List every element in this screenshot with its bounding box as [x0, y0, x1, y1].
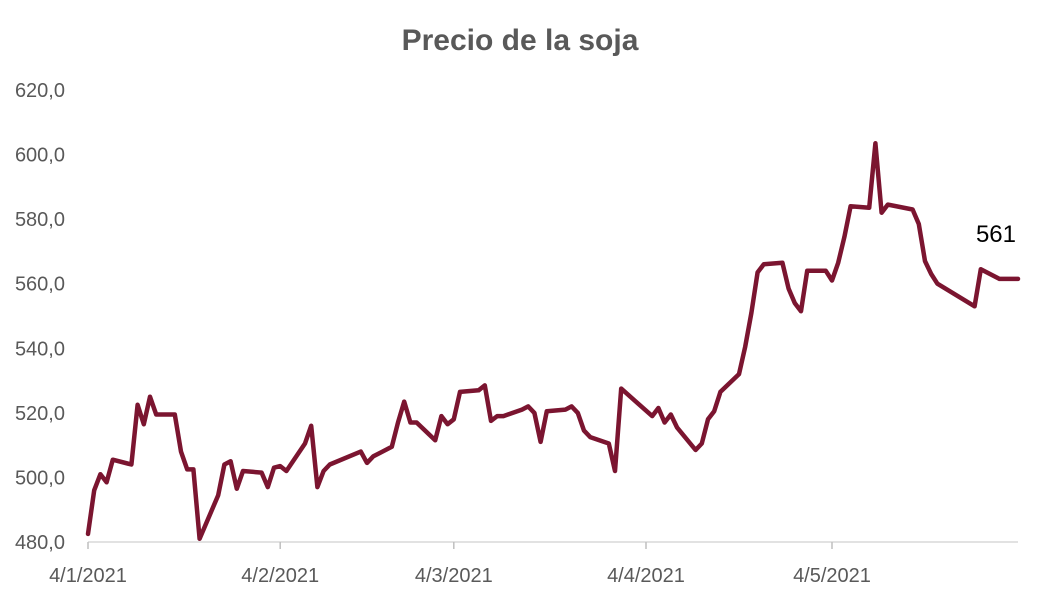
annotation-layer: 561	[976, 221, 1016, 248]
x-tick-label: 4/2/2021	[241, 565, 319, 587]
y-tick-label: 500,0	[15, 467, 65, 489]
x-axis: 4/1/2021 4/2/2021 4/3/2021 4/4/2021 4/5/2021	[49, 541, 1018, 587]
series-layer	[85, 141, 1021, 542]
y-axis: 620,0 600,0 580,0 560,0 540,0 520,0 500,0 480,0	[15, 80, 65, 554]
y-tick-label: 620,0	[15, 80, 65, 102]
y-tick-label: 580,0	[15, 209, 65, 231]
y-tick-label: 520,0	[15, 403, 65, 425]
x-tick-label: 4/3/2021	[415, 565, 493, 587]
y-tick-label: 480,0	[15, 532, 65, 554]
y-tick-label: 600,0	[15, 145, 65, 167]
chart-title: Precio de la soja	[402, 24, 639, 57]
y-tick-label: 540,0	[15, 338, 65, 360]
x-tick-label: 4/5/2021	[793, 565, 871, 587]
data-label-last-value: 561	[976, 221, 1016, 248]
x-tick-label: 4/1/2021	[49, 565, 127, 587]
y-tick-label: 560,0	[15, 274, 65, 296]
x-tick-label: 4/4/2021	[607, 565, 685, 587]
series-line-0	[85, 141, 1021, 542]
